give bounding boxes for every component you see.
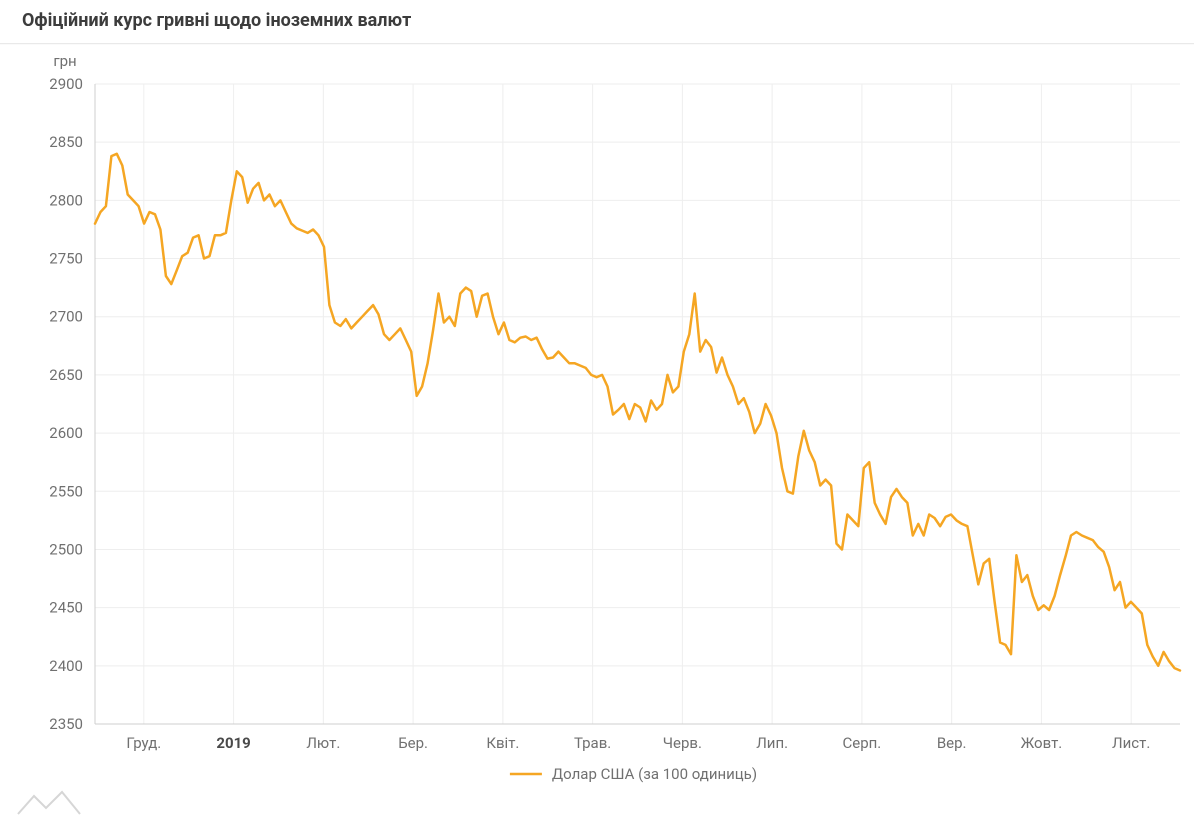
- x-tick-label: Жовт.: [1021, 734, 1063, 752]
- x-tick-label: Вер.: [937, 734, 967, 752]
- y-tick-label: 2600: [49, 424, 83, 442]
- y-tick-label: 2900: [49, 75, 83, 93]
- series-line: [95, 154, 1180, 671]
- x-tick-label: Лип.: [756, 734, 788, 752]
- x-tick-label: Трав.: [574, 734, 611, 752]
- exchange-rate-line-chart: 2350 2400 2450 2500 2550 2600 2650 2700 2750 2800…: [0, 44, 1194, 824]
- y-tick-label: 2450: [49, 599, 83, 617]
- y-tick-label: 2500: [49, 540, 83, 558]
- y-tick-label: 2750: [49, 250, 83, 268]
- chart-title: Офіційний курс гривні щодо іноземних вал…: [22, 10, 411, 31]
- y-tick-label: 2800: [49, 191, 83, 209]
- x-tick-label: Лист.: [1112, 734, 1150, 752]
- y-tick-label: 2550: [49, 482, 83, 500]
- x-tick-label: Черв.: [663, 734, 702, 752]
- x-tick-label: 2019: [216, 734, 250, 752]
- legend: Долар США (за 100 одиниць): [510, 765, 757, 783]
- x-tick-label: Квіт.: [486, 734, 519, 752]
- chart-area: 2350 2400 2450 2500 2550 2600 2650 2700 2750 2800…: [0, 44, 1194, 824]
- y-tick-label: 2400: [49, 657, 83, 675]
- y-tick-label: 2850: [49, 133, 83, 151]
- y-tick-label: 2700: [49, 308, 83, 326]
- chart-watermark-icon: [18, 792, 80, 814]
- y-tick-label: 2650: [49, 366, 83, 384]
- chart-title-bar: Офіційний курс гривні щодо іноземних вал…: [0, 0, 1194, 44]
- x-tick-label: Лют.: [306, 734, 340, 752]
- y-tick-label: 2350: [49, 715, 83, 733]
- x-tick-label: Серп.: [843, 734, 882, 752]
- y-axis-title: грн: [53, 52, 76, 70]
- legend-label: Долар США (за 100 одиниць): [552, 765, 757, 783]
- x-tick-label: Бер.: [398, 734, 428, 752]
- x-tick-label: Груд.: [126, 734, 161, 752]
